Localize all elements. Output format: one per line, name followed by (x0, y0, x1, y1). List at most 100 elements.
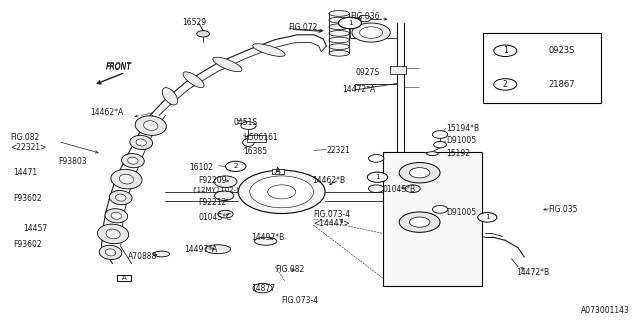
Circle shape (360, 27, 383, 38)
Ellipse shape (329, 44, 349, 50)
Text: 21867: 21867 (548, 80, 575, 89)
Text: F92209: F92209 (198, 176, 227, 185)
Text: A: A (275, 168, 280, 174)
Text: F93602: F93602 (13, 240, 42, 249)
Circle shape (196, 31, 209, 37)
Ellipse shape (97, 224, 129, 244)
Circle shape (268, 185, 296, 199)
Ellipse shape (130, 135, 152, 149)
Circle shape (358, 15, 371, 22)
Ellipse shape (105, 209, 127, 223)
Ellipse shape (329, 50, 349, 56)
Circle shape (367, 172, 388, 182)
Circle shape (410, 217, 430, 227)
Text: 14462*B: 14462*B (312, 176, 346, 185)
Text: H506161: H506161 (243, 132, 278, 141)
Ellipse shape (111, 212, 122, 219)
Ellipse shape (136, 139, 147, 146)
Circle shape (250, 176, 314, 208)
Circle shape (214, 176, 237, 188)
Text: 0104S*C: 0104S*C (198, 213, 232, 222)
Circle shape (238, 170, 325, 213)
Text: A: A (275, 167, 280, 176)
Circle shape (433, 131, 448, 138)
Bar (246, 134, 266, 141)
Ellipse shape (183, 72, 204, 88)
Circle shape (399, 212, 440, 232)
Ellipse shape (243, 139, 254, 147)
Text: 14462*A: 14462*A (90, 108, 124, 117)
Ellipse shape (106, 229, 120, 239)
Circle shape (410, 168, 430, 178)
Bar (483, 33, 601, 103)
Bar (383, 152, 481, 286)
Ellipse shape (111, 169, 142, 189)
Ellipse shape (122, 154, 144, 168)
Text: 15194*B: 15194*B (447, 124, 479, 132)
Text: FIG.035: FIG.035 (548, 205, 578, 214)
Text: 14497*A: 14497*A (184, 245, 218, 254)
Text: 0927S: 0927S (355, 68, 380, 77)
Ellipse shape (106, 249, 116, 256)
Bar (272, 169, 284, 174)
Circle shape (405, 185, 420, 193)
Text: 22321: 22321 (326, 146, 350, 155)
Text: 16102: 16102 (189, 163, 213, 172)
Text: 0451S: 0451S (234, 118, 258, 127)
Text: 14472*B: 14472*B (516, 268, 550, 277)
Ellipse shape (135, 116, 166, 135)
Text: ('12MY1102-): ('12MY1102-) (192, 186, 239, 193)
Text: 2: 2 (503, 80, 508, 89)
Ellipse shape (116, 194, 126, 201)
Circle shape (369, 155, 384, 162)
Circle shape (434, 141, 447, 148)
Ellipse shape (427, 152, 438, 156)
Circle shape (399, 163, 440, 183)
Text: F92212: F92212 (198, 197, 227, 206)
Text: 2: 2 (234, 164, 238, 169)
Text: FIG.072: FIG.072 (288, 23, 317, 32)
Text: 16385: 16385 (243, 147, 268, 156)
Circle shape (214, 191, 234, 200)
Text: 14472*A: 14472*A (342, 85, 376, 94)
Text: FIG.082: FIG.082 (10, 133, 40, 142)
Text: 14471: 14471 (13, 168, 38, 177)
Ellipse shape (120, 174, 134, 184)
Ellipse shape (329, 37, 349, 43)
Ellipse shape (162, 88, 178, 105)
Text: 14497*B: 14497*B (251, 233, 284, 242)
Text: 14877: 14877 (251, 284, 275, 292)
Ellipse shape (329, 24, 349, 29)
Text: 1: 1 (503, 46, 508, 55)
Text: A073001143: A073001143 (581, 306, 630, 315)
Text: 16529: 16529 (182, 19, 207, 28)
Text: FRONT: FRONT (106, 63, 132, 72)
Text: FIG.073-4: FIG.073-4 (314, 210, 351, 219)
Ellipse shape (109, 190, 132, 205)
Text: D91005: D91005 (447, 208, 477, 217)
Ellipse shape (253, 44, 285, 56)
Circle shape (241, 122, 256, 129)
Ellipse shape (255, 237, 277, 245)
Text: 1: 1 (375, 174, 380, 180)
Text: 0104S*B: 0104S*B (383, 185, 416, 194)
Text: 1: 1 (485, 214, 490, 220)
Text: <14447>: <14447> (314, 219, 350, 228)
Text: FRONT: FRONT (106, 61, 132, 70)
Text: F93803: F93803 (58, 157, 87, 166)
Ellipse shape (99, 245, 122, 260)
Text: 1: 1 (348, 20, 352, 26)
Text: 14457: 14457 (23, 224, 47, 233)
Circle shape (494, 45, 516, 57)
Text: A: A (122, 275, 126, 281)
Ellipse shape (329, 30, 349, 36)
Ellipse shape (205, 245, 230, 254)
Circle shape (433, 205, 448, 213)
Circle shape (369, 185, 384, 193)
Text: 15192: 15192 (447, 149, 470, 158)
Bar (390, 66, 406, 74)
Ellipse shape (329, 11, 349, 16)
Bar (117, 275, 131, 281)
Ellipse shape (329, 17, 349, 23)
Ellipse shape (128, 157, 138, 164)
